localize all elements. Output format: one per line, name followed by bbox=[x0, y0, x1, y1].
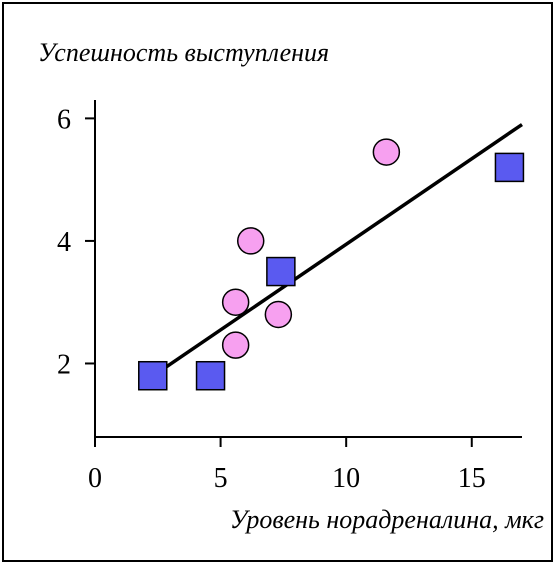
trendline-group bbox=[156, 123, 523, 375]
y-tick-label: 2 bbox=[57, 349, 71, 380]
circle-point bbox=[221, 331, 250, 359]
square-point bbox=[138, 360, 168, 391]
x-tick-label: 5 bbox=[214, 463, 228, 494]
trendline bbox=[156, 123, 523, 375]
circle-point bbox=[264, 300, 293, 329]
y-tick-label: 4 bbox=[57, 227, 71, 258]
square-point bbox=[195, 360, 226, 391]
axes: 2 4 6 0 5 10 15 bbox=[57, 100, 522, 494]
circle-point bbox=[221, 288, 250, 316]
square-point bbox=[266, 256, 296, 287]
y-tick-label: 6 bbox=[57, 104, 71, 135]
points-group bbox=[138, 138, 525, 391]
x-tick-label: 15 bbox=[458, 463, 486, 494]
circle-point bbox=[372, 138, 401, 166]
circle-point bbox=[236, 227, 265, 255]
x-tick-label: 10 bbox=[332, 463, 360, 494]
x-axis-label: Уровень норадреналина, мкг bbox=[230, 505, 544, 534]
x-tick-label: 0 bbox=[88, 463, 102, 494]
y-axis-label: Успешность выступления bbox=[38, 38, 329, 67]
square-point bbox=[494, 152, 525, 183]
